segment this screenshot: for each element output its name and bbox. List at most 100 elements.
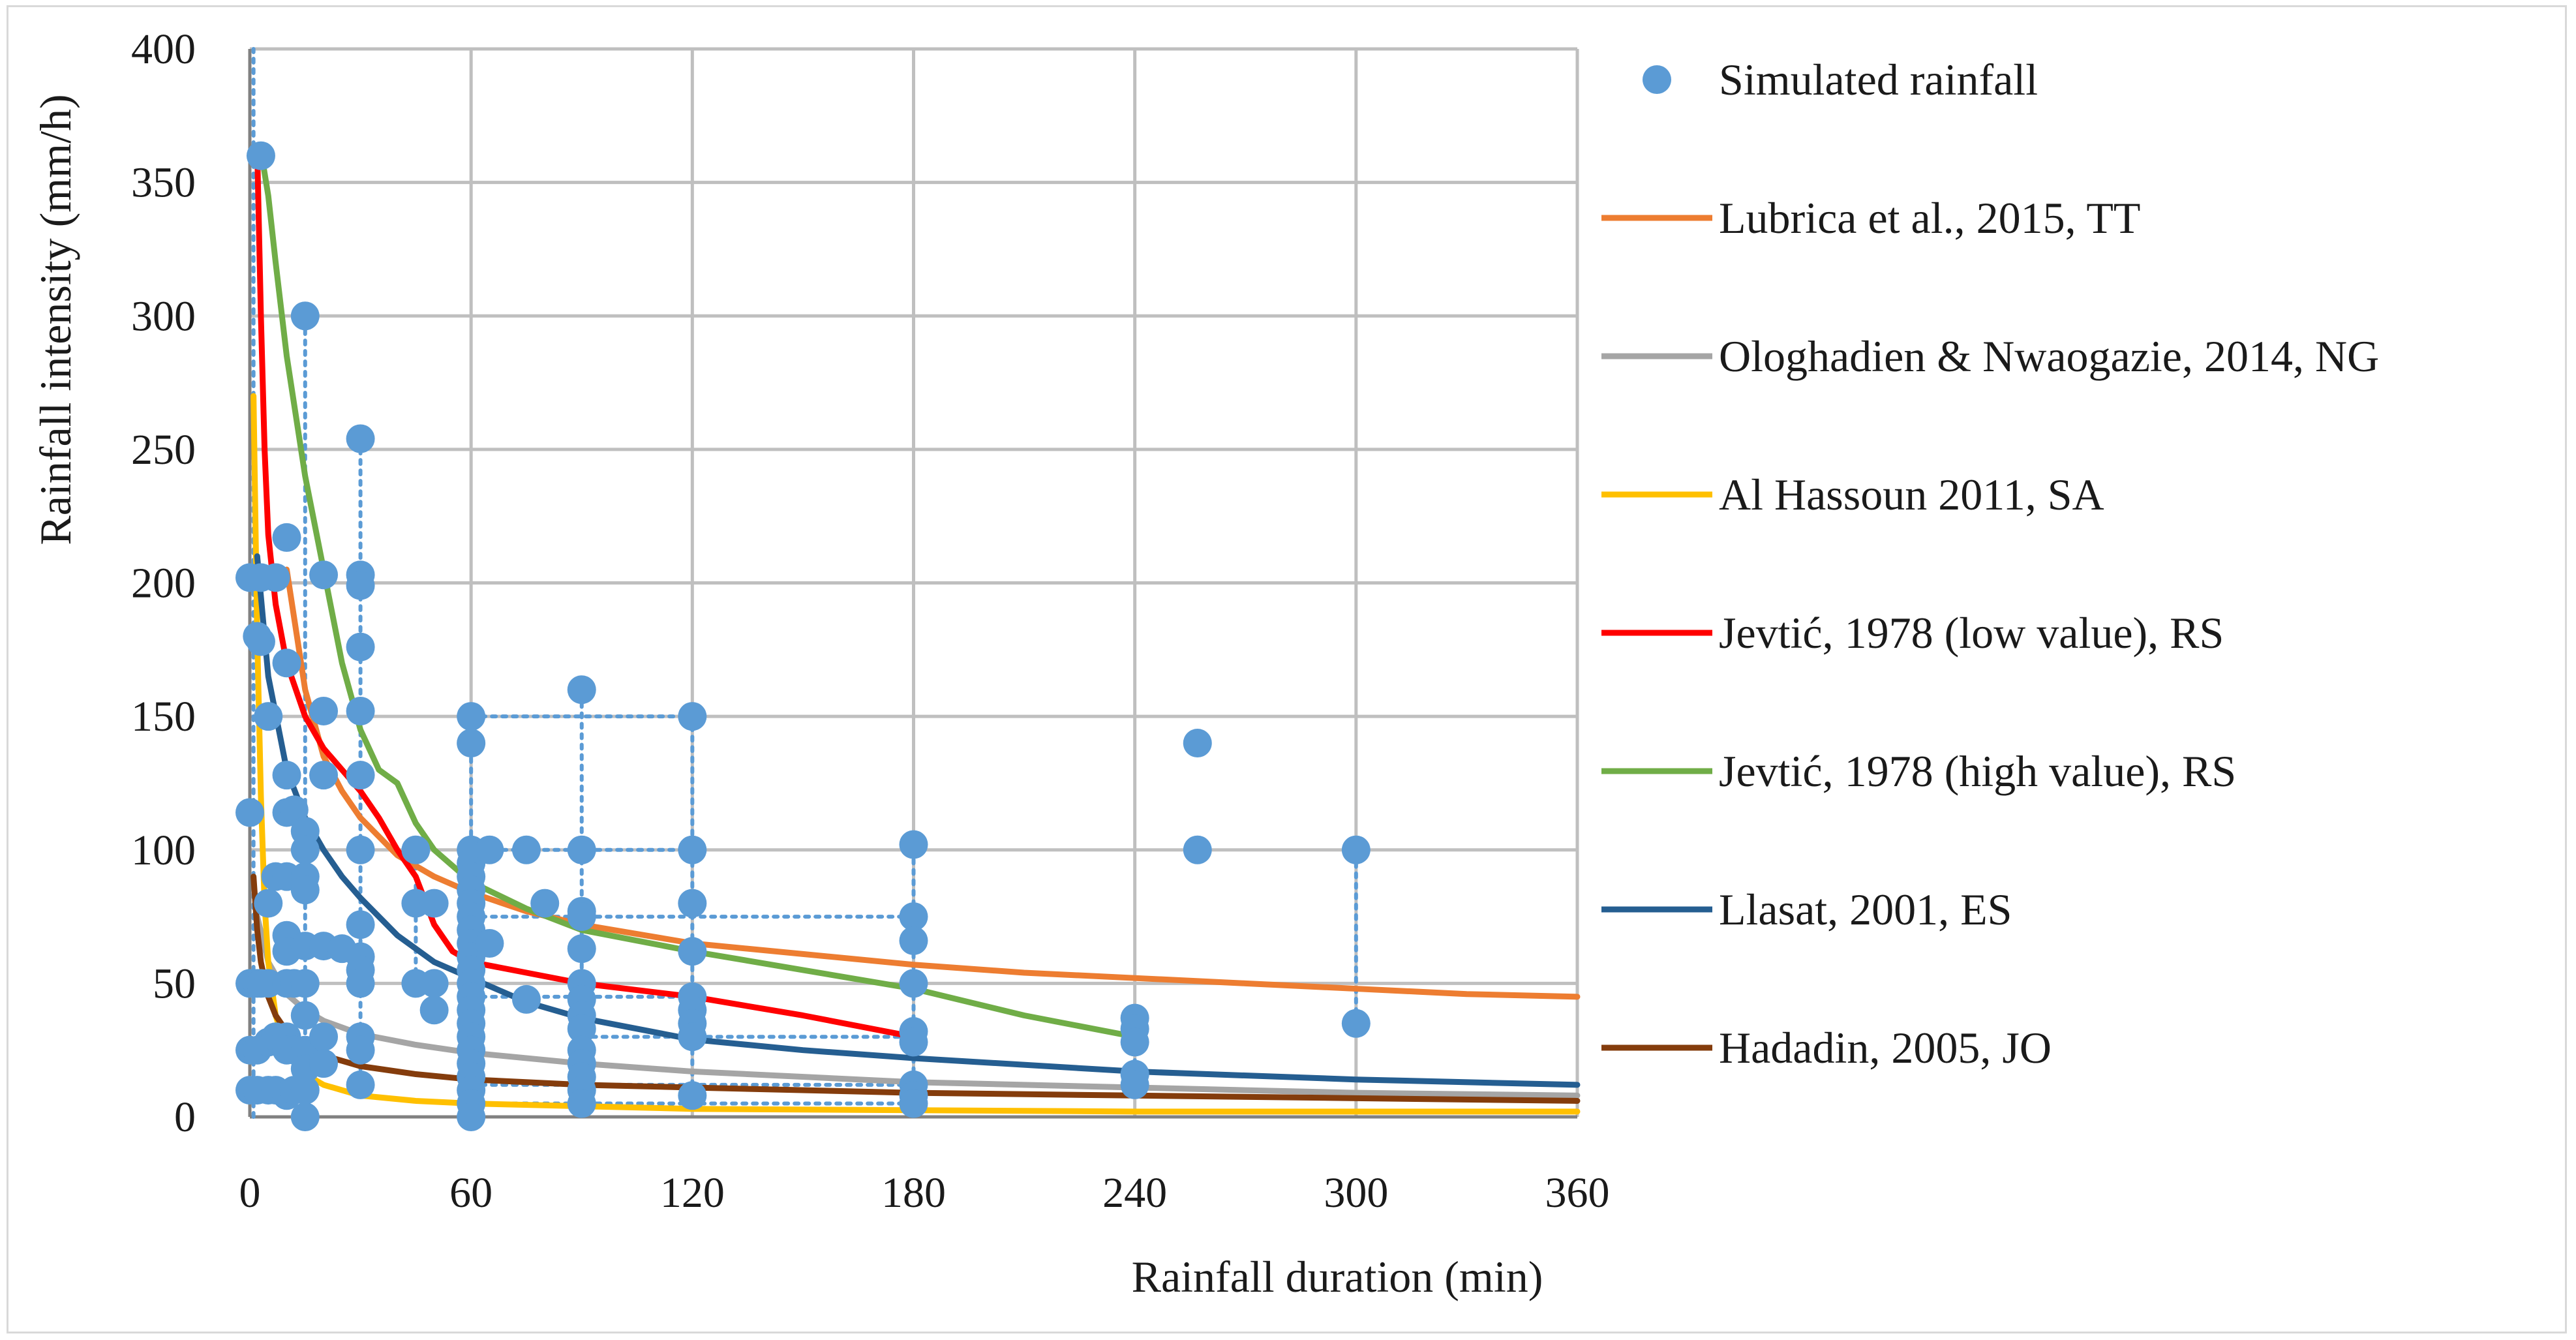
legend-label: Ologhadien & Nwaogazie, 2014, NG [1719, 331, 2379, 381]
x-tick-label: 360 [1545, 1169, 1610, 1217]
legend-label: Al Hassoun 2011, SA [1719, 470, 2104, 519]
legend-label: Llasat, 2001, ES [1719, 885, 2012, 934]
simulated-point [567, 835, 596, 864]
simulated-point [261, 563, 290, 592]
idf-curves [250, 147, 1581, 1115]
simulated-point [567, 902, 596, 932]
simulated-point [254, 889, 283, 918]
simulated-point [254, 702, 283, 731]
simulated-point [419, 969, 449, 998]
simulated-point [1341, 835, 1371, 864]
simulated-point [290, 969, 320, 998]
simulated-point [899, 902, 928, 932]
simulated-point [1341, 1009, 1371, 1038]
simulated-point [567, 675, 596, 705]
simulated-point [272, 648, 301, 678]
simulated-point [1183, 729, 1212, 758]
simulated-point [511, 984, 541, 1014]
simulated-point [457, 1103, 486, 1131]
simulated-point [346, 910, 375, 939]
simulated-point [346, 696, 375, 725]
simulated-point [1120, 1070, 1149, 1099]
y-tick-label: 350 [131, 159, 196, 207]
simulated-point [246, 627, 275, 656]
curve-llasat [254, 553, 1581, 1088]
simulated-point [346, 571, 375, 600]
x-axis-title: Rainfall duration (min) [1132, 1252, 1543, 1302]
simulated-point [567, 934, 596, 964]
simulated-point [899, 1089, 928, 1118]
x-tick-label: 300 [1324, 1169, 1388, 1217]
simulated-point [457, 729, 486, 758]
simulated-point [475, 835, 504, 864]
simulated-point [530, 889, 560, 918]
y-tick-label: 300 [131, 292, 196, 340]
simulated-point [272, 523, 301, 552]
simulated-point [475, 928, 504, 958]
simulated-point [290, 1001, 320, 1030]
x-tick-label: 60 [449, 1169, 492, 1217]
simulated-point [1183, 835, 1212, 864]
x-tick-label: 180 [881, 1169, 946, 1217]
x-tick-label: 240 [1102, 1169, 1167, 1217]
simulated-points [235, 141, 1371, 1131]
curve-jevtic_low [254, 147, 917, 1040]
simulated-point [567, 1089, 596, 1118]
simulated-point [346, 835, 375, 864]
x-tick-label: 0 [239, 1169, 261, 1217]
y-axis-title: Rainfall intensity (mm/h) [31, 94, 80, 545]
simulated-point [678, 1081, 707, 1110]
legend-label: Lubrica et al., 2015, TT [1719, 193, 2140, 243]
simulated-point [246, 141, 275, 170]
simulated-point [678, 702, 707, 731]
x-tick-label: 120 [660, 1169, 725, 1217]
simulated-point [309, 1022, 339, 1052]
simulated-point [346, 1070, 375, 1099]
simulated-point [401, 835, 431, 864]
simulated-point [309, 1049, 339, 1078]
y-tick-label: 50 [153, 960, 196, 1007]
y-tick-label: 250 [131, 426, 196, 474]
simulated-point [279, 795, 309, 825]
simulated-point [346, 632, 375, 662]
simulated-point [678, 835, 707, 864]
simulated-point [346, 1035, 375, 1065]
legend: Simulated rainfall Lubrica et al., 2015, … [1601, 55, 2379, 1073]
legend-label: Jevtić, 1978 (high value), RS [1719, 746, 2236, 796]
simulated-point [457, 702, 486, 731]
simulated-point [899, 830, 928, 859]
simulated-point [419, 889, 449, 918]
y-tick-label: 200 [131, 560, 196, 607]
simulated-point [511, 835, 541, 864]
simulated-point [235, 798, 264, 827]
simulated-point [290, 301, 320, 331]
simulated-point [678, 1022, 707, 1052]
legend-label: Hadadin, 2005, JO [1719, 1023, 2052, 1073]
simulated-point [346, 969, 375, 998]
simulated-point [290, 835, 320, 864]
simulated-point [309, 560, 339, 590]
simulated-point [678, 937, 707, 966]
simulated-point [899, 926, 928, 955]
legend-label: Jevtić, 1978 (low value), RS [1719, 608, 2224, 658]
y-tick-label: 400 [131, 25, 196, 73]
simulated-point [678, 889, 707, 918]
legend-label: Simulated rainfall [1719, 55, 2038, 104]
y-tick-label: 100 [131, 827, 196, 874]
curve-jevtic_high [258, 147, 1138, 1040]
simulated-point [272, 761, 301, 790]
simulated-point [309, 761, 339, 790]
simulated-point [567, 1014, 596, 1043]
simulated-point [346, 424, 375, 453]
simulated-point [346, 761, 375, 790]
simulated-point [419, 996, 449, 1025]
curve-alhassoun [250, 393, 1581, 1115]
simulated-point [1120, 1028, 1149, 1057]
simulated-point [899, 969, 928, 998]
simulated-point [290, 1103, 320, 1131]
simulated-point [290, 876, 320, 905]
legend-marker-simulated [1643, 65, 1671, 94]
simulated-point [899, 1028, 928, 1057]
y-tick-label: 150 [131, 693, 196, 740]
